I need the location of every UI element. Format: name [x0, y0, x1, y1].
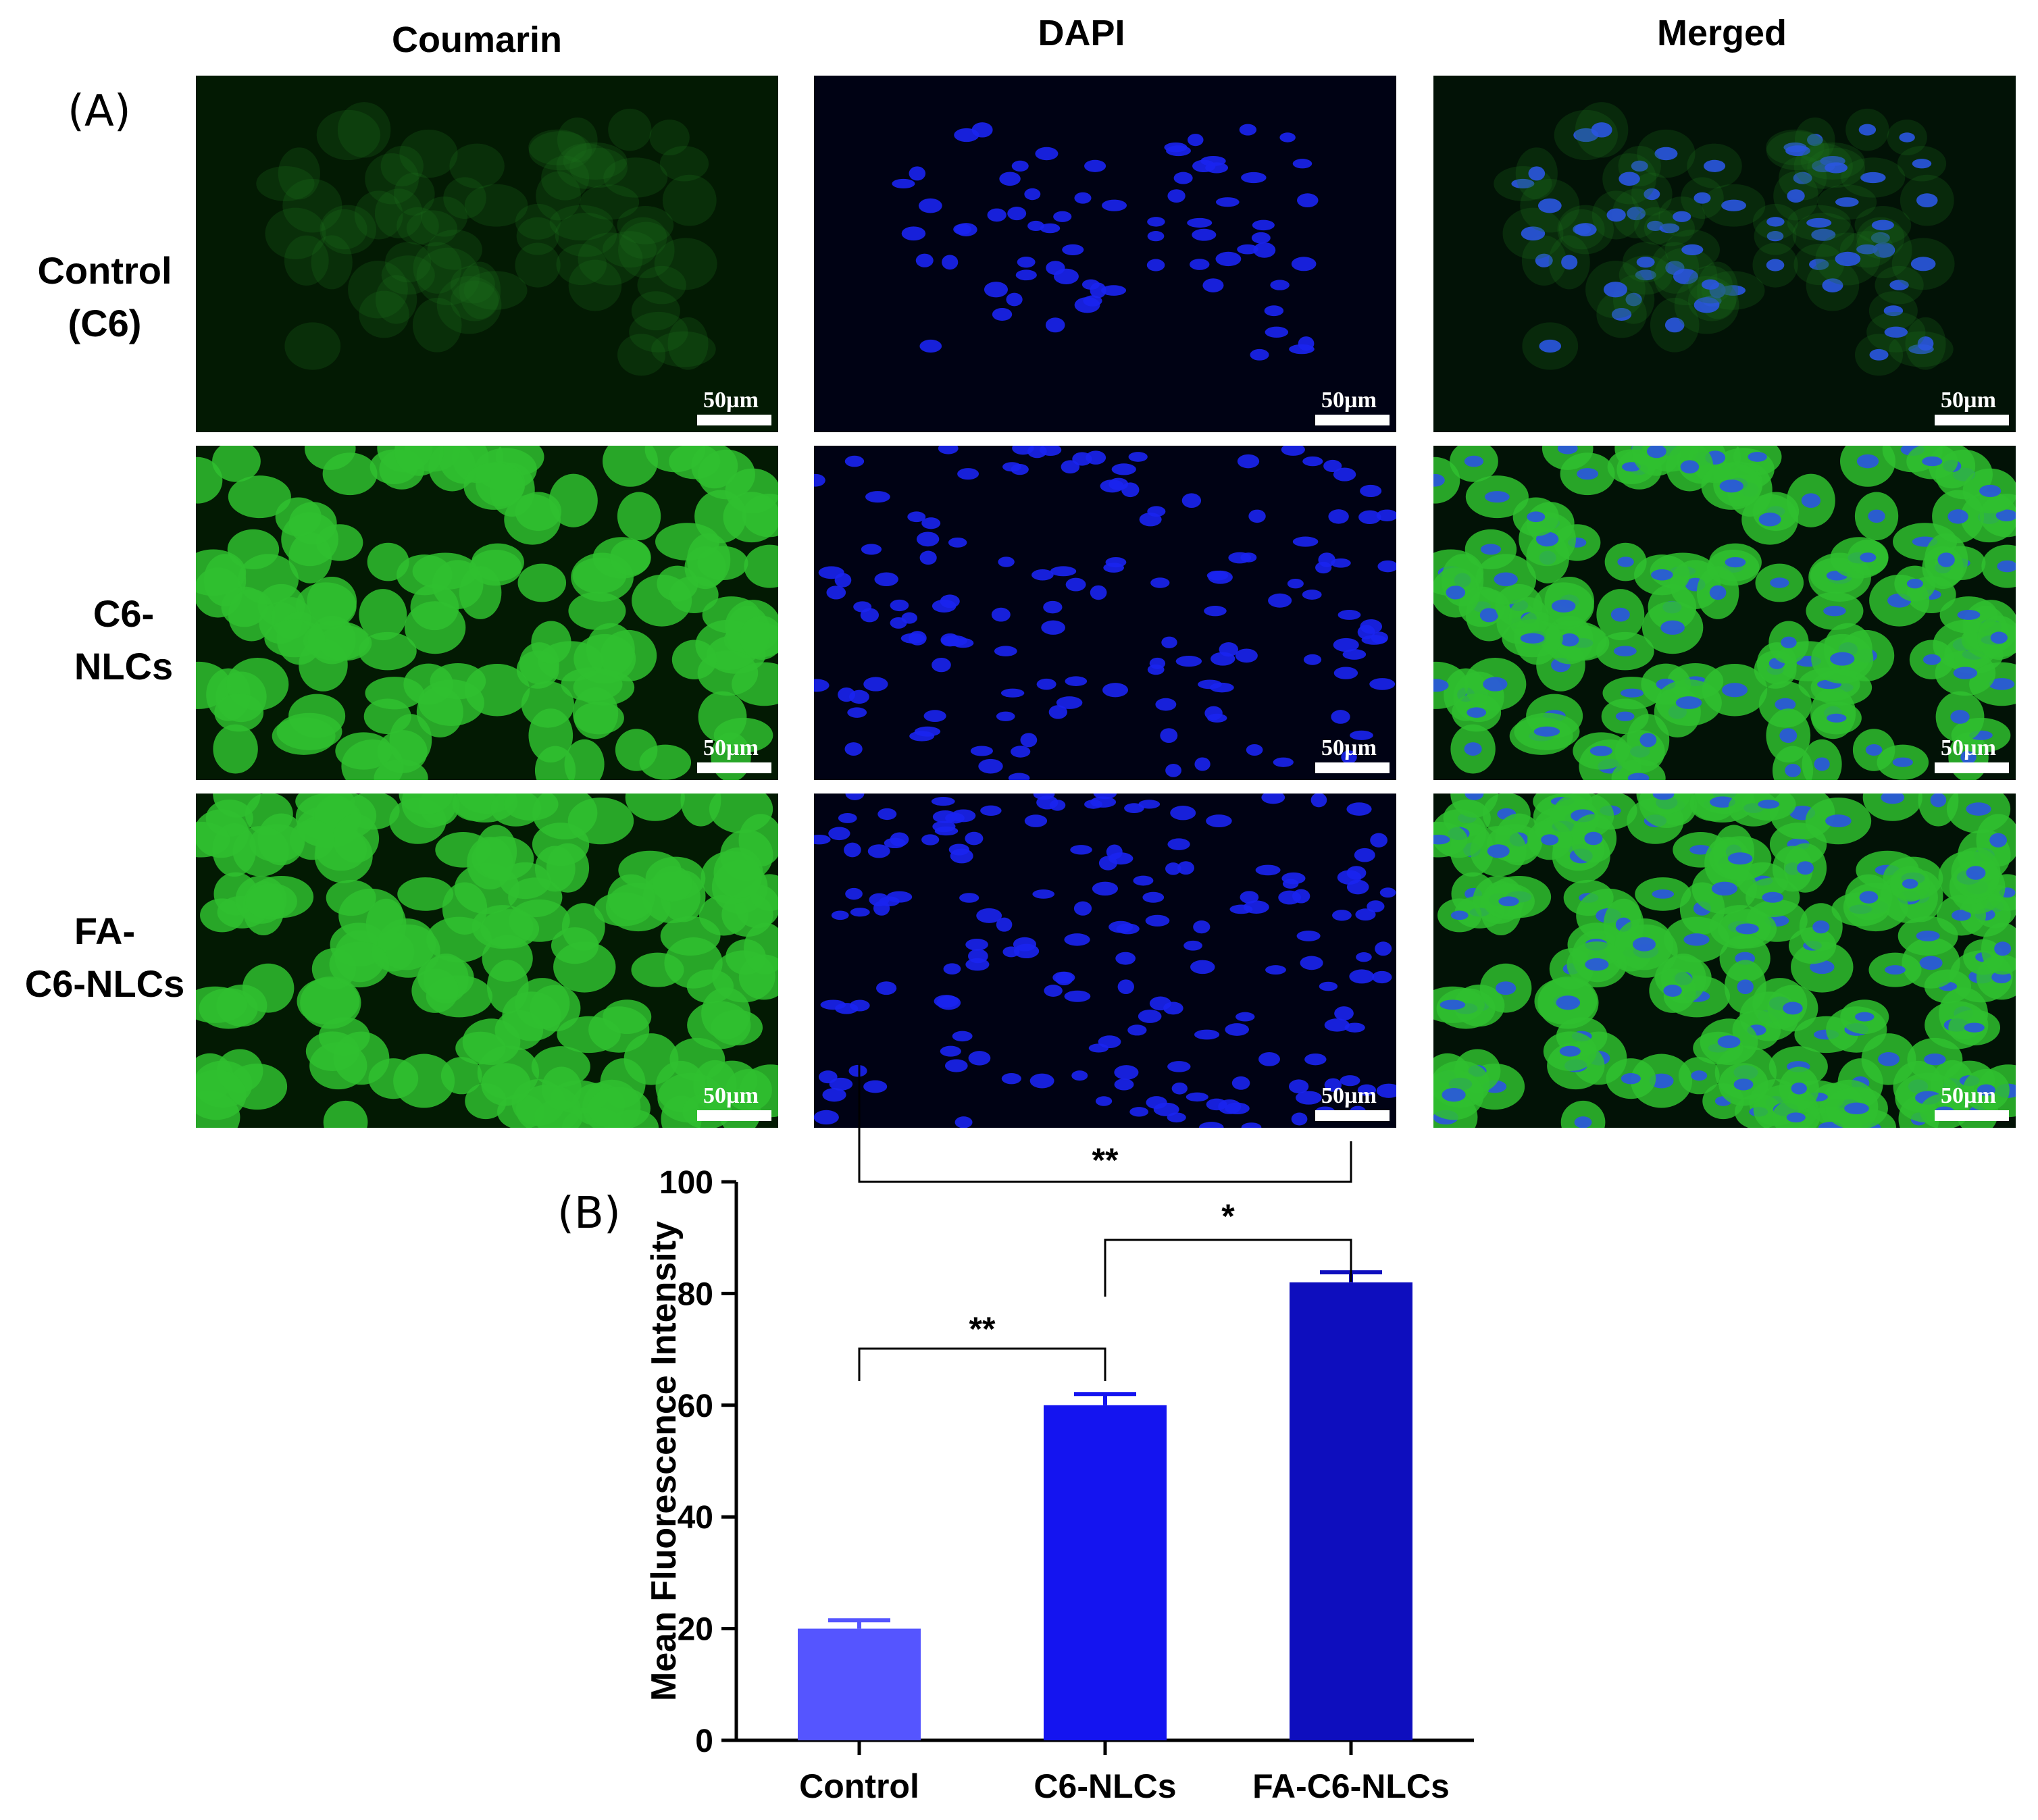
panel-a-letter: (A) — [68, 86, 131, 136]
scale-bar-line — [1935, 415, 2009, 425]
scale-bar: 50µm — [1921, 378, 2009, 425]
micro-image-fa-c6-nlcs-coumarin: 50µm — [196, 794, 778, 1128]
scale-bar-label: 50µm — [1321, 735, 1377, 760]
x-tick-label-fa-c6-nlcs: FA-C6-NLCs — [1252, 1767, 1450, 1805]
x-tick-label-control: Control — [799, 1767, 919, 1805]
micro-image-c6-nlcs-coumarin: 50µm — [196, 446, 778, 780]
micro-image-control-merged: 50µm — [1433, 76, 2016, 432]
row-label-c6-nlcs-line2: NLCs — [74, 645, 174, 687]
y-tick-label: 60 — [678, 1388, 713, 1424]
bar-c6-nlcs — [1044, 1405, 1167, 1740]
scale-bar-label: 50µm — [703, 735, 759, 760]
significance-label: * — [1221, 1197, 1235, 1235]
micro-image-fa-c6-nlcs-dapi: 50µm — [814, 794, 1396, 1128]
scale-bar: 50µm — [684, 378, 771, 425]
scale-bar-line — [697, 762, 771, 773]
micro-image-c6-nlcs-dapi: 50µm — [814, 446, 1396, 780]
scale-bar: 50µm — [1302, 726, 1390, 773]
scale-bar-label: 50µm — [1941, 735, 1996, 760]
y-tick-label: 40 — [678, 1500, 713, 1536]
y-tick-label: 100 — [659, 1165, 713, 1201]
scale-bar-line — [1315, 415, 1390, 425]
scale-bar: 50µm — [684, 1074, 771, 1121]
scale-bar-line — [1935, 1110, 2009, 1121]
column-title-merged: Merged — [1656, 13, 1787, 53]
x-tick-label-c6-nlcs: C6-NLCs — [1034, 1767, 1176, 1805]
significance-bracket — [858, 1347, 1106, 1381]
row-label-control-line1: Control — [37, 249, 172, 292]
scale-bar: 50µm — [1302, 1074, 1390, 1121]
significance-label: ** — [969, 1310, 996, 1348]
significance-bracket — [1104, 1239, 1352, 1297]
y-tick-label: 20 — [678, 1612, 713, 1648]
bar-fa-c6-nlcs — [1290, 1282, 1412, 1740]
scale-bar: 50µm — [684, 726, 771, 773]
scale-bar-label: 50µm — [1321, 1083, 1377, 1108]
y-axis-label: Mean Fluorescence Intensity — [644, 1221, 684, 1701]
micro-image-fa-c6-nlcs-merged: 50µm — [1433, 794, 2016, 1128]
scale-bar-label: 50µm — [1941, 1083, 1996, 1108]
panel-b-letter: (B) — [557, 1189, 621, 1239]
scale-bar-line — [1315, 1110, 1390, 1121]
micro-image-control-coumarin: 50µm — [196, 76, 778, 432]
scale-bar-label: 50µm — [703, 388, 759, 413]
significance-label: ** — [1092, 1141, 1119, 1179]
micro-image-control-dapi: 50µm — [814, 76, 1396, 432]
column-title-dapi: DAPI — [1038, 13, 1125, 53]
row-label-control-line2: (C6) — [68, 302, 142, 344]
scale-bar-line — [1315, 762, 1390, 773]
row-label-fa-c6-nlcs: FA- C6-NLCs — [14, 905, 196, 1010]
scale-bar: 50µm — [1921, 1074, 2009, 1121]
scale-bar-line — [697, 415, 771, 425]
scale-bar: 50µm — [1921, 726, 2009, 773]
row-label-c6-nlcs: C6- NLCs — [32, 588, 215, 693]
column-title-coumarin: Coumarin — [391, 20, 563, 60]
scale-bar-line — [697, 1110, 771, 1121]
row-label-c6-nlcs-line1: C6- — [93, 592, 155, 635]
bar-control — [798, 1628, 921, 1740]
scale-bar-label: 50µm — [703, 1083, 759, 1108]
row-label-control: Control (C6) — [14, 244, 196, 350]
significance-bracket — [858, 1064, 1352, 1183]
micro-image-c6-nlcs-merged: 50µm — [1433, 446, 2016, 780]
y-tick-label: 0 — [695, 1723, 713, 1759]
scale-bar-line — [1935, 762, 2009, 773]
scale-bar-label: 50µm — [1941, 388, 1996, 413]
scale-bar-label: 50µm — [1321, 388, 1377, 413]
y-tick-label: 80 — [678, 1276, 713, 1312]
row-label-fa-c6-nlcs-line1: FA- — [74, 910, 136, 952]
scale-bar: 50µm — [1302, 378, 1390, 425]
row-label-fa-c6-nlcs-line2: C6-NLCs — [24, 962, 185, 1005]
